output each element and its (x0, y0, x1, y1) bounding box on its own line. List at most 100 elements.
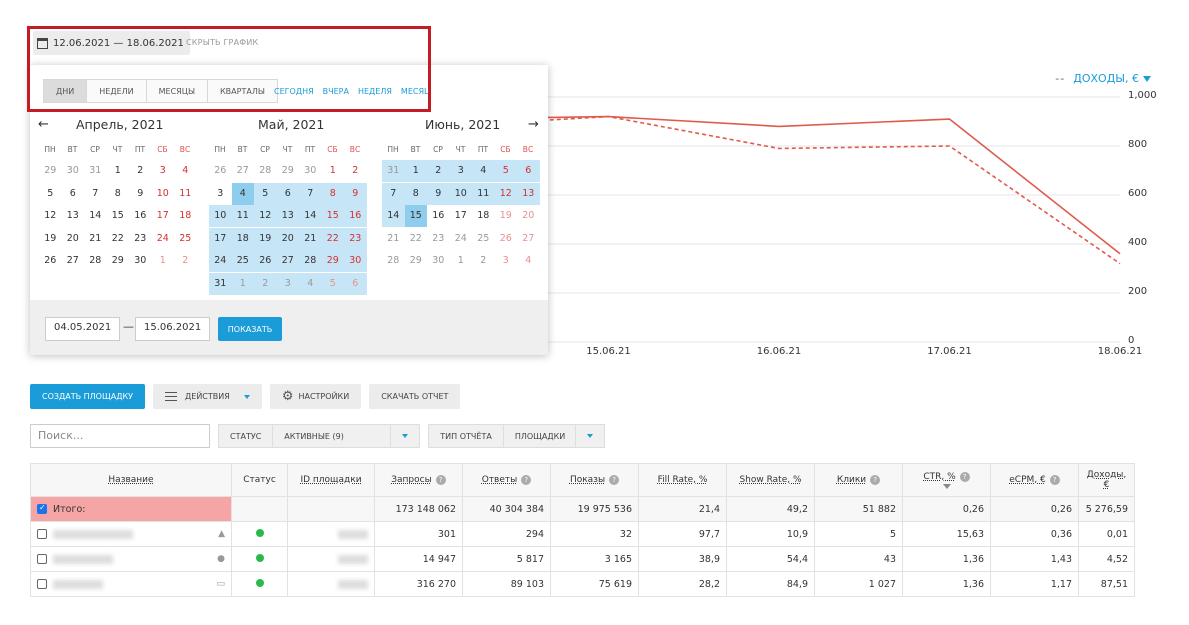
calendar-day[interactable]: 8 (114, 187, 121, 199)
calendar-day[interactable]: 28 (89, 255, 102, 266)
help-icon[interactable]: ? (959, 471, 970, 482)
help-icon[interactable]: ? (609, 475, 620, 485)
calendar-day[interactable]: 17 (156, 210, 169, 221)
calendar-day[interactable]: 31 (209, 272, 232, 295)
calendar-day[interactable]: 3 (217, 187, 224, 199)
calendar-day[interactable]: 2 (137, 165, 144, 176)
quick-week-link[interactable]: НЕДЕЛЯ (357, 87, 392, 96)
tab-days[interactable]: ДНИ (43, 79, 88, 103)
next-month-arrow[interactable]: → (528, 117, 539, 132)
select-all-checkbox[interactable] (37, 503, 47, 514)
calendar-day[interactable]: 23 (344, 227, 367, 250)
quick-month-link[interactable]: МЕСЯЦ (400, 87, 431, 96)
table-row[interactable]: ● 14 947 5 817 3 165 38,9 54,4 43 1,36 1,43 4,52 (30, 546, 1135, 572)
calendar-day[interactable]: 6 (276, 182, 299, 205)
calendar-day[interactable]: 28 (259, 165, 272, 176)
calendar-day[interactable]: 16 (432, 210, 445, 221)
calendar-day[interactable]: 23 (432, 232, 445, 244)
calendar-day[interactable]: 22 (409, 232, 422, 244)
calendar-day[interactable]: 14 (89, 210, 102, 221)
calendar-day[interactable]: 3 (159, 165, 166, 176)
calendar-day[interactable]: 28 (387, 255, 400, 266)
calendar-day[interactable]: 5 (494, 160, 517, 182)
calendar-day[interactable]: 7 (382, 182, 405, 205)
calendar-day[interactable]: 10 (449, 182, 472, 205)
date-from-input[interactable]: 04.05.2021 (45, 317, 120, 341)
calendar-day[interactable]: 21 (387, 232, 400, 244)
download-report-button[interactable]: СКАЧАТЬ ОТЧЕТ (369, 384, 461, 409)
calendar-day[interactable]: 11 (231, 205, 254, 227)
calendar-day[interactable]: 4 (525, 255, 532, 266)
calendar-day[interactable]: 6 (517, 160, 540, 182)
calendar-day[interactable]: 24 (454, 232, 467, 244)
date-range-button[interactable]: 12.06.2021 — 18.06.2021 (33, 31, 190, 55)
calendar-day[interactable]: 12 (254, 205, 277, 227)
calendar-day[interactable]: 5 (254, 182, 277, 205)
calendar-day[interactable]: 19 (44, 232, 57, 244)
calendar-day[interactable]: 1 (114, 165, 121, 176)
calendar-day[interactable]: 1 (457, 255, 464, 266)
calendar-day[interactable]: 24 (156, 232, 169, 244)
calendar-day[interactable]: 26 (44, 255, 57, 266)
column-header[interactable]: Show Rate, % (726, 463, 815, 497)
calendar-day[interactable]: 2 (352, 165, 359, 176)
calendar-day[interactable]: 7 (92, 187, 99, 199)
calendar-day[interactable]: 10 (209, 205, 232, 227)
calendar-day[interactable]: 30 (304, 165, 317, 176)
calendar-day[interactable]: 3 (276, 272, 299, 295)
search-input[interactable]: Поиск... (30, 424, 210, 448)
calendar-day[interactable]: 4 (299, 272, 322, 295)
quick-yesterday-link[interactable]: ВЧЕРА (322, 87, 349, 96)
column-header[interactable]: eCPM, €? (990, 463, 1079, 497)
calendar-day[interactable]: 12 (494, 182, 517, 205)
calendar-day[interactable]: 25 (231, 250, 254, 272)
calendar-day[interactable]: 30 (66, 165, 79, 176)
column-header[interactable]: Название (30, 463, 232, 497)
calendar-day[interactable]: 31 (89, 165, 102, 176)
calendar-day[interactable]: 26 (499, 232, 512, 244)
table-row[interactable]: ▭ 316 270 89 103 75 619 28,2 84,9 1 027 1,36 1,1… (30, 571, 1135, 597)
column-header[interactable]: CTR, %? (902, 463, 991, 497)
calendar-day[interactable]: 29 (281, 165, 294, 176)
calendar-day[interactable]: 2 (480, 255, 487, 266)
calendar-day[interactable]: 22 (321, 227, 344, 250)
calendar-day[interactable]: 8 (321, 182, 344, 205)
actions-button[interactable]: ДЕЙСТВИЯ (153, 384, 262, 409)
calendar-day[interactable]: 28 (299, 250, 322, 272)
calendar-day[interactable]: 19 (499, 210, 512, 221)
calendar-day[interactable]: 18 (477, 210, 490, 221)
tab-months[interactable]: МЕСЯЦЫ (145, 79, 208, 103)
calendar-day[interactable]: 20 (522, 210, 535, 221)
calendar-day[interactable]: 18 (231, 227, 254, 250)
column-header[interactable]: Показы? (550, 463, 639, 497)
calendar-day[interactable]: 25 (179, 232, 192, 244)
calendar-day[interactable]: 11 (472, 182, 495, 205)
column-header[interactable]: Запросы? (374, 463, 463, 497)
calendar-day[interactable]: 2 (254, 272, 277, 295)
calendar-day[interactable]: 27 (276, 250, 299, 272)
help-icon[interactable]: ? (870, 475, 881, 485)
settings-button[interactable]: ⚙ НАСТРОЙКИ (269, 384, 362, 409)
calendar-day[interactable]: 14 (382, 205, 405, 227)
calendar-day[interactable]: 19 (254, 227, 277, 250)
column-header[interactable]: ID площадки (287, 463, 375, 497)
calendar-day[interactable]: 27 (522, 232, 535, 244)
help-icon[interactable]: ? (521, 475, 532, 485)
calendar-day[interactable]: 16 (134, 210, 147, 221)
tab-quarters[interactable]: КВАРТАЛЫ (207, 79, 278, 103)
row-checkbox[interactable] (37, 579, 47, 589)
calendar-day[interactable]: 9 (344, 182, 367, 205)
calendar-day[interactable]: 23 (134, 232, 147, 244)
calendar-day[interactable]: 9 (137, 187, 144, 199)
row-checkbox[interactable] (37, 529, 47, 539)
create-site-button[interactable]: СОЗДАТЬ ПЛОЩАДКУ (30, 384, 146, 409)
calendar-day[interactable]: 15 (321, 205, 344, 227)
table-row[interactable]: ▲ 301 294 32 97,7 10,9 5 15,63 0,36 0,01 (30, 521, 1135, 547)
calendar-day[interactable]: 2 (182, 255, 189, 266)
calendar-day[interactable]: 6 (69, 187, 76, 199)
column-header[interactable]: Доходы, € (1078, 463, 1135, 497)
calendar-day[interactable]: 26 (214, 165, 227, 176)
calendar-day[interactable]: 13 (66, 210, 79, 221)
series-selector[interactable]: -- ДОХОДЫ, € (1055, 72, 1151, 85)
calendar-day[interactable]: 29 (409, 255, 422, 266)
